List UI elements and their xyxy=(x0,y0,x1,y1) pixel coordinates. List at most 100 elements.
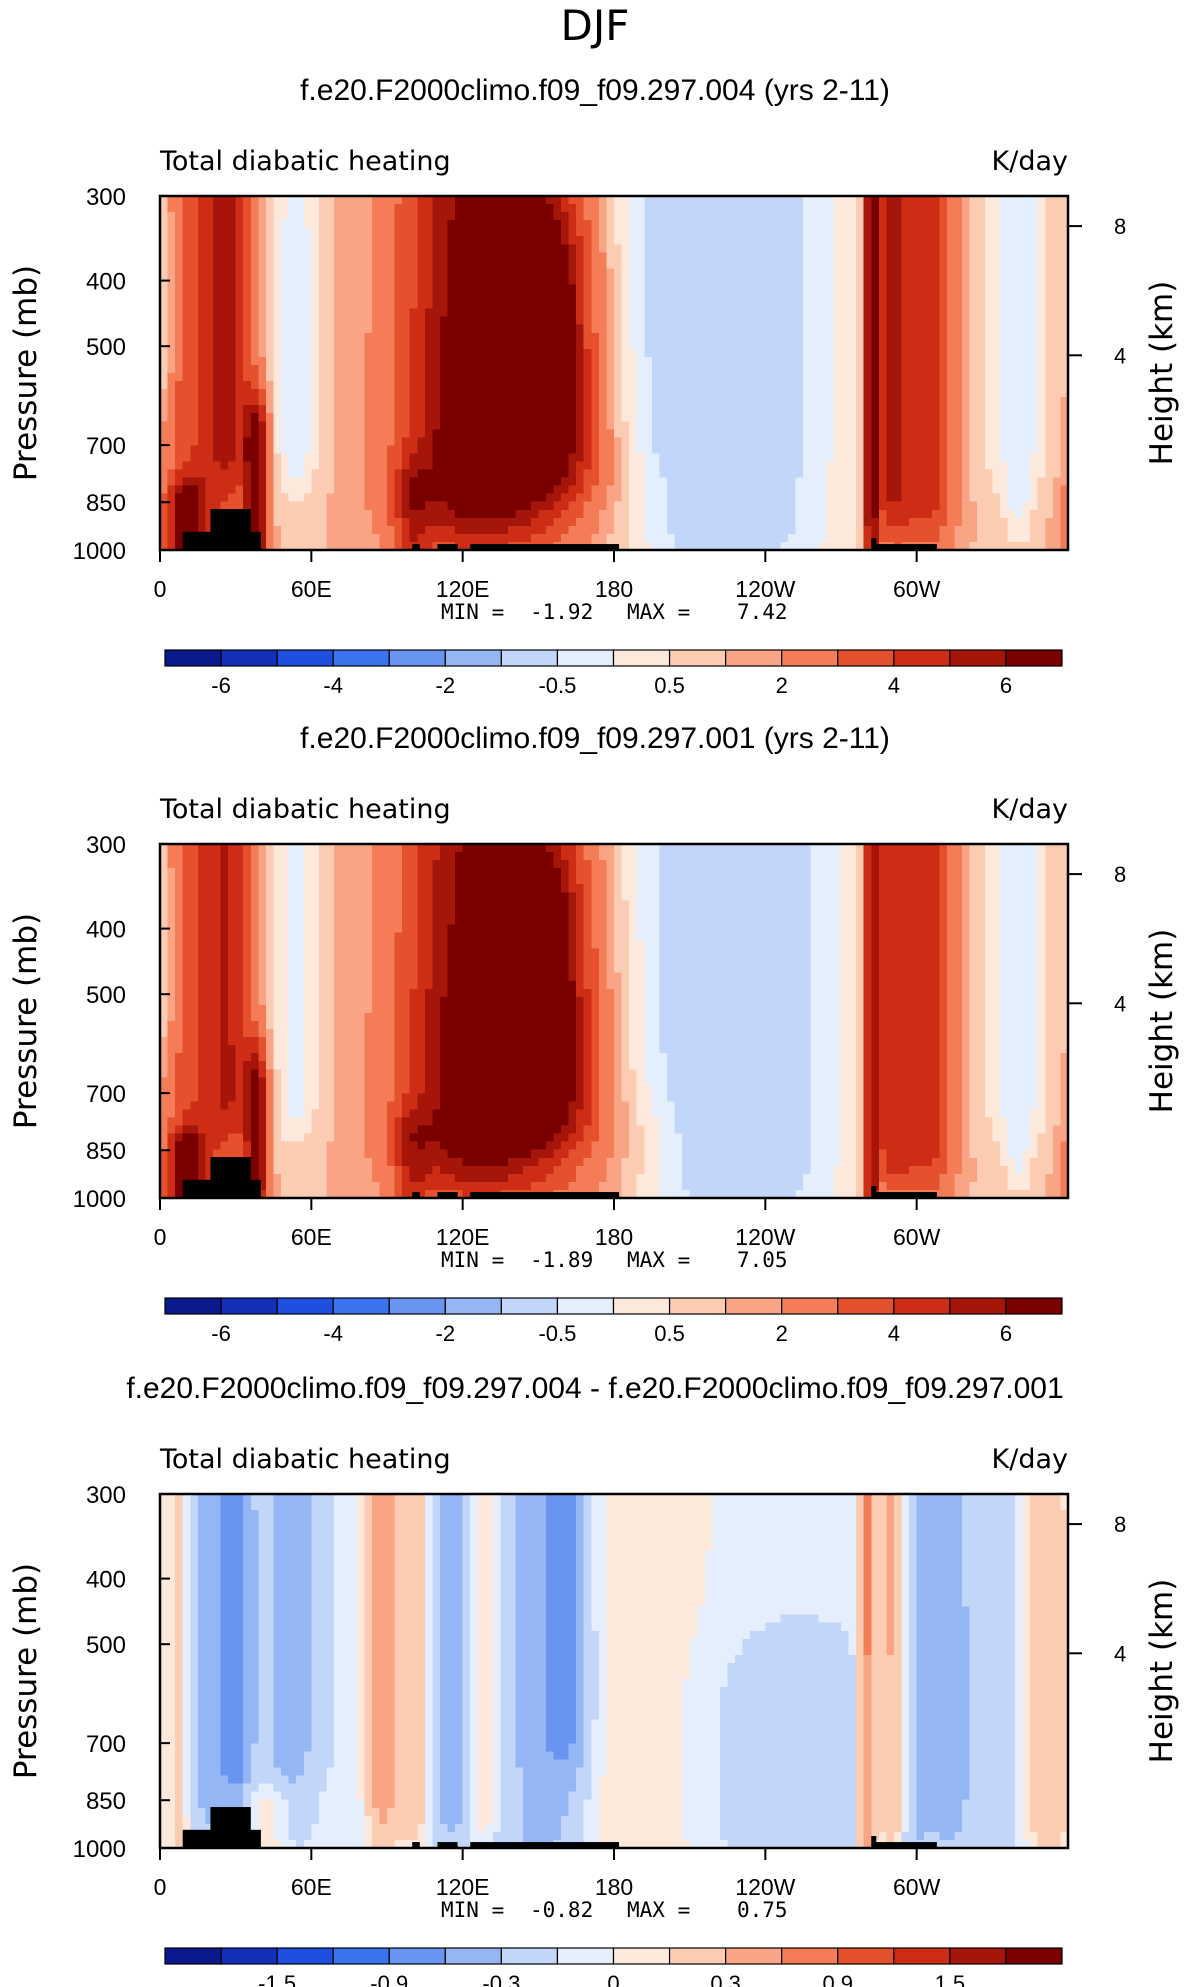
heatmap-cell xyxy=(296,517,305,527)
heatmap-cell xyxy=(750,413,759,422)
heatmap-cell xyxy=(795,453,804,463)
heatmap-cell xyxy=(1052,228,1062,237)
heatmap-cell xyxy=(235,332,244,342)
heatmap-cell xyxy=(962,445,971,455)
heatmap-cell xyxy=(394,260,403,270)
heatmap-cell xyxy=(477,340,486,350)
heatmap-cell xyxy=(621,324,630,334)
heatmap-cell xyxy=(591,397,600,406)
heatmap-cell xyxy=(205,300,214,310)
heatmap-cell xyxy=(1022,421,1031,430)
heatmap-cell xyxy=(205,276,214,286)
heatmap-cell xyxy=(742,268,751,278)
heatmap-cell xyxy=(629,364,638,374)
heatmap-cell xyxy=(190,196,199,205)
heatmap-cell xyxy=(750,348,759,358)
heatmap-cell xyxy=(1037,228,1046,237)
heatmap-cell xyxy=(538,332,547,342)
heatmap-cell xyxy=(439,308,449,318)
heatmap-cell xyxy=(1037,364,1046,374)
heatmap-cell xyxy=(878,324,887,334)
heatmap-cell xyxy=(999,397,1009,406)
heatmap-cell xyxy=(250,268,259,278)
heatmap-cell xyxy=(190,453,199,463)
heatmap-cell xyxy=(659,397,668,406)
heatmap-cell xyxy=(470,292,479,302)
heatmap-cell xyxy=(886,517,895,527)
heatmap-cell xyxy=(886,429,895,438)
heatmap-cell xyxy=(281,477,290,487)
heatmap-cell xyxy=(939,509,948,519)
heatmap-cell xyxy=(356,204,365,213)
heatmap-cell xyxy=(1007,196,1016,205)
heatmap-cell xyxy=(402,276,411,286)
heatmap-cell xyxy=(515,437,524,447)
heatmap-cell xyxy=(735,332,744,342)
heatmap-cell xyxy=(939,445,948,455)
heatmap-cell xyxy=(780,292,789,302)
heatmap-cell xyxy=(1022,373,1031,382)
heatmap-cell xyxy=(1030,453,1039,463)
heatmap-cell xyxy=(644,356,653,366)
heatmap-cell xyxy=(977,413,986,422)
heatmap-cell xyxy=(1060,445,1069,455)
heatmap-cell xyxy=(432,485,441,495)
heatmap-cell xyxy=(984,324,993,334)
heatmap-cell xyxy=(182,236,191,245)
heatmap-cell xyxy=(1045,324,1054,334)
heatmap-cell xyxy=(765,461,774,471)
heatmap-cell xyxy=(258,493,267,503)
heatmap-cell xyxy=(727,348,736,358)
heatmap-cell xyxy=(954,236,963,245)
heatmap-cell xyxy=(334,276,343,286)
heatmap-cell xyxy=(508,421,517,430)
heatmap-cell xyxy=(644,276,653,286)
heatmap-cell xyxy=(871,228,880,237)
heatmap-cell xyxy=(462,437,471,447)
heatmap-cell xyxy=(250,276,259,286)
heatmap-cell xyxy=(909,340,918,350)
heatmap-cell xyxy=(439,509,449,519)
heatmap-cell xyxy=(719,300,729,310)
heatmap-cell xyxy=(500,268,509,278)
heatmap-cell xyxy=(258,220,267,229)
heatmap-cell xyxy=(288,364,297,374)
heatmap-cell xyxy=(538,276,547,286)
heatmap-cell xyxy=(462,260,471,270)
heatmap-cell xyxy=(258,356,267,366)
heatmap-cell xyxy=(674,284,683,294)
heatmap-cell xyxy=(1037,517,1046,527)
heatmap-cell xyxy=(530,228,539,237)
heatmap-cell xyxy=(719,196,729,205)
heatmap-cell xyxy=(757,413,766,422)
heatmap-cell xyxy=(886,437,895,447)
heatmap-cell xyxy=(765,373,774,382)
heatmap-cell xyxy=(568,196,577,205)
heatmap-cell xyxy=(462,429,471,438)
heatmap-cell xyxy=(409,236,418,245)
heatmap-cell xyxy=(962,356,971,366)
heatmap-cells xyxy=(160,196,1069,551)
heatmap-cell xyxy=(583,445,592,455)
heatmap-cell xyxy=(334,236,343,245)
heatmap-cell xyxy=(349,413,358,422)
heatmap-cell xyxy=(394,284,403,294)
heatmap-cell xyxy=(750,316,759,326)
heatmap-cell xyxy=(288,204,297,213)
heatmap-cell xyxy=(523,204,532,213)
heatmap-cell xyxy=(856,364,865,374)
heatmap-cell xyxy=(379,437,388,447)
heatmap-cell xyxy=(409,220,418,229)
heatmap-cell xyxy=(757,381,766,390)
heatmap-cell xyxy=(303,381,312,390)
heatmap-cell xyxy=(606,324,615,334)
heatmap-cell xyxy=(977,437,986,447)
heatmap-cell xyxy=(644,244,653,253)
heatmap-cell xyxy=(212,196,222,205)
heatmap-cell xyxy=(553,324,562,334)
heatmap-cell xyxy=(1022,429,1031,438)
heatmap-cell xyxy=(871,517,880,527)
heatmap-cell xyxy=(992,220,1001,229)
heatmap-cell xyxy=(273,373,282,382)
heatmap-cell xyxy=(674,469,683,479)
